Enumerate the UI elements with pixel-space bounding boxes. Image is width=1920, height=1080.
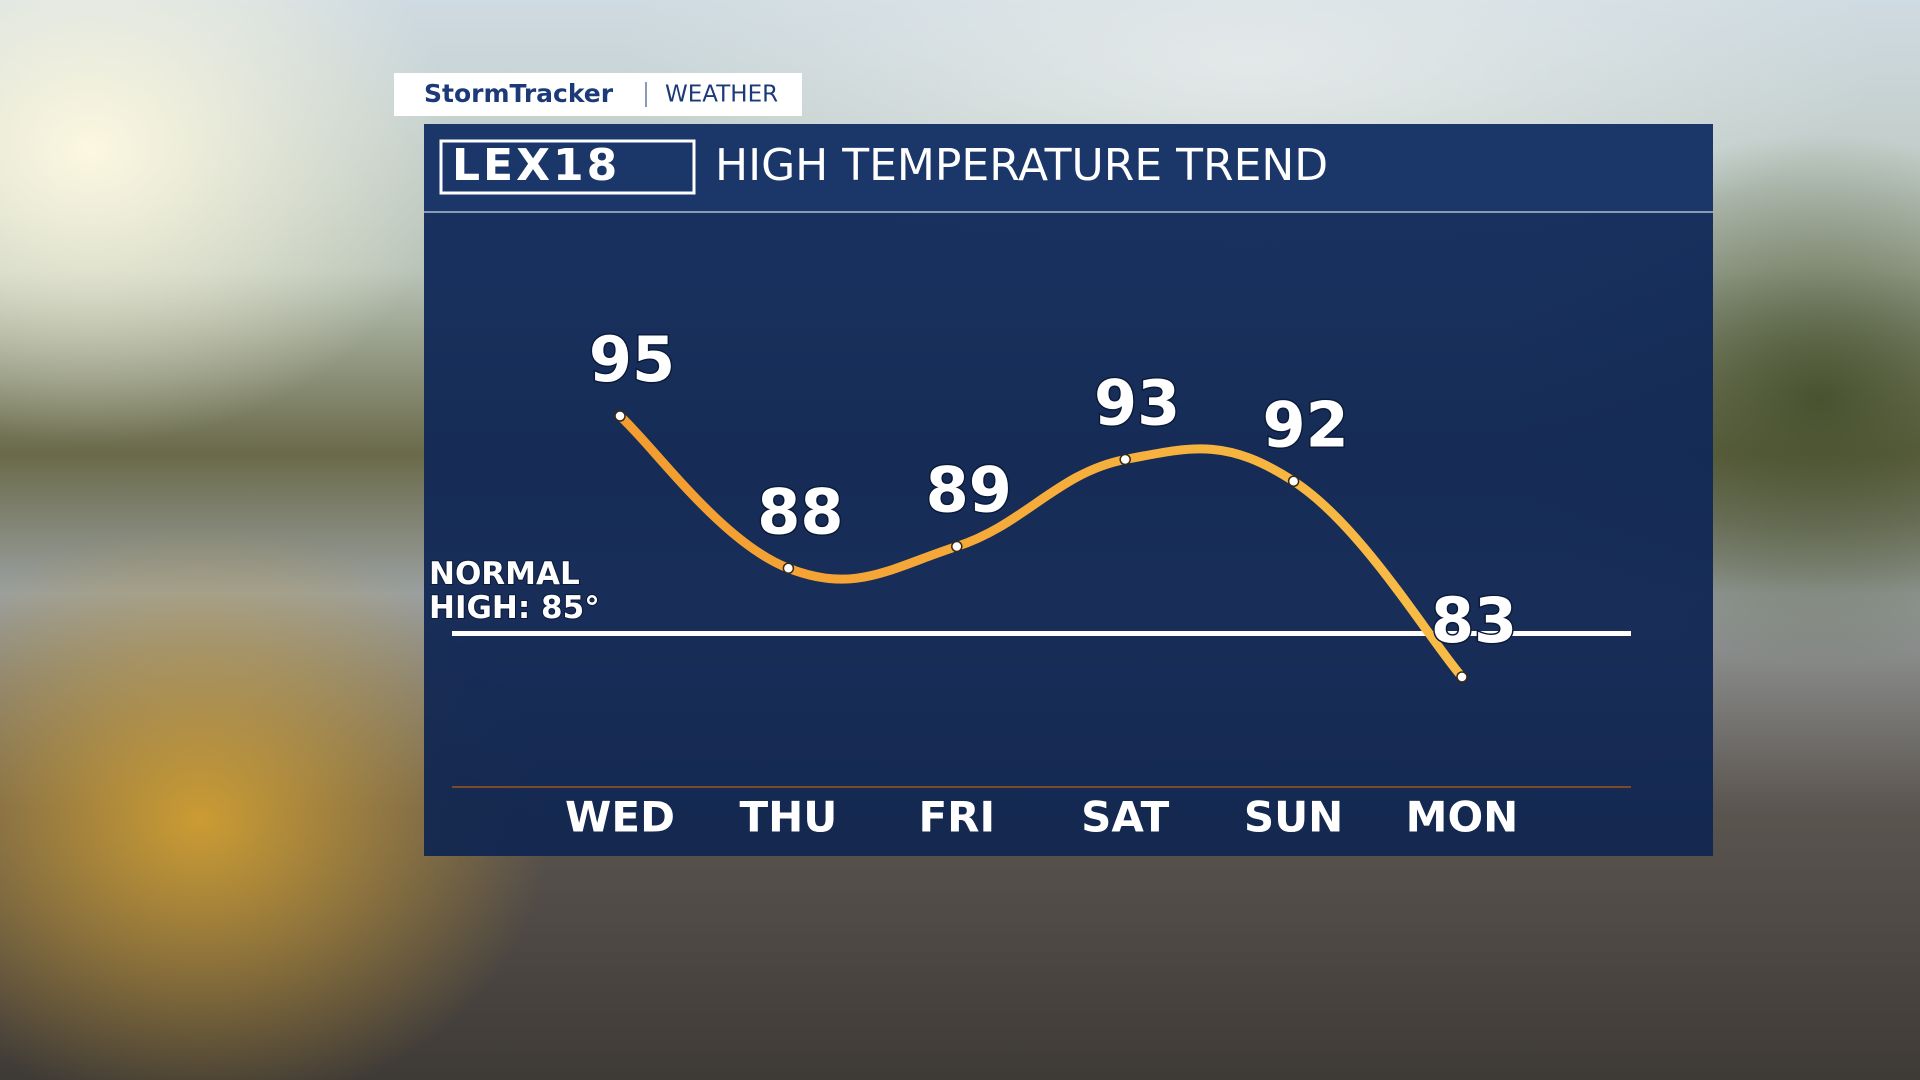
- value-label: 89: [926, 454, 1012, 527]
- day-label: WED: [565, 793, 675, 842]
- value-label: 83: [1431, 584, 1517, 657]
- point: [1456, 671, 1468, 683]
- day-label: THU: [739, 793, 837, 842]
- normal-label: HIGH: 85°: [429, 590, 600, 626]
- value-label: 93: [1094, 367, 1180, 440]
- brand-tab: [394, 73, 802, 116]
- header-band: [424, 124, 1713, 212]
- value-label: 88: [757, 475, 843, 548]
- chart-title: HIGH TEMPERATURE TREND: [715, 140, 1328, 191]
- point: [614, 410, 626, 422]
- point: [1287, 475, 1300, 487]
- day-label: SAT: [1081, 793, 1169, 842]
- brand: StormTracker: [424, 79, 614, 108]
- panel: [424, 124, 1713, 856]
- value-label: 92: [1262, 388, 1348, 461]
- day-label: SUN: [1244, 793, 1344, 842]
- day-label: MON: [1406, 793, 1519, 842]
- normal-label: NORMAL: [429, 556, 580, 592]
- logo-box: [439, 139, 696, 195]
- value-label: 95: [589, 323, 675, 396]
- point: [951, 540, 963, 553]
- point: [782, 562, 795, 574]
- trend-line: [615, 411, 1467, 682]
- logo: LEX18: [452, 140, 620, 191]
- point: [1119, 453, 1131, 466]
- day-label: FRI: [918, 793, 995, 842]
- section: WEATHER: [665, 82, 778, 108]
